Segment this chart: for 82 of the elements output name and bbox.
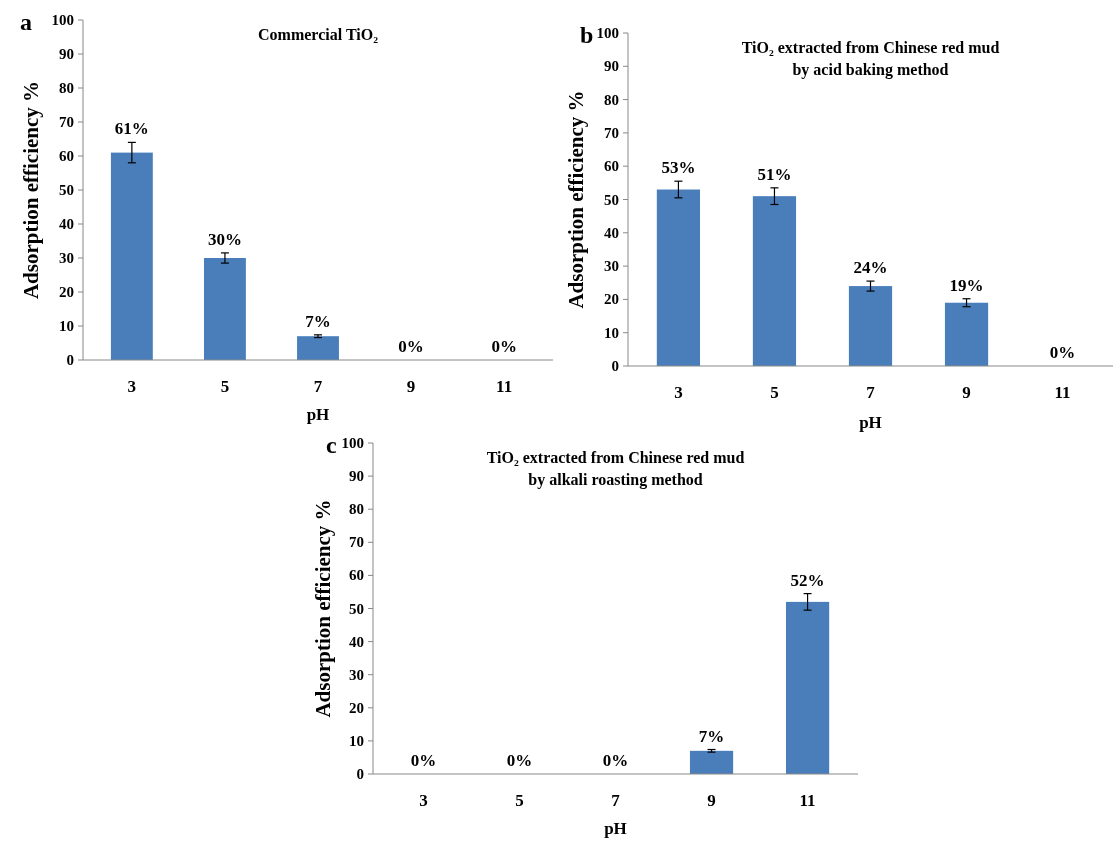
y-tick-label: 70 [59,114,74,130]
y-axis-title: Adsorption efficiency % [19,80,43,300]
y-tick-label: 90 [59,46,74,62]
y-tick-label: 0 [66,352,74,368]
y-tick-label: 30 [604,258,619,275]
bar [656,189,701,366]
y-tick-label: 60 [59,148,74,164]
x-tick-label: 7 [313,377,323,396]
text: c [326,432,337,458]
x-tick-label: 9 [406,377,416,396]
data-label: 7% [698,726,725,746]
data-label: 19% [949,275,984,295]
bar [110,152,153,360]
y-tick-label: 100 [596,25,619,41]
y-tick-label: 70 [604,124,619,141]
text: TiO₂ extracted from Chinese red mud by acid baking method [741,39,1000,79]
y-tick-label: 50 [604,191,619,208]
x-tick-label: 3 [127,377,137,396]
x-tick-label: 7 [866,383,876,402]
y-axis-title: Adsorption efficiency % [311,499,335,718]
y-tick-label: 50 [349,600,364,617]
x-tick-label: 3 [674,383,683,402]
y-tick-label: 0 [611,358,619,374]
y-tick-label: 100 [341,435,364,451]
bar [203,258,246,360]
x-tick-label: 5 [220,377,230,396]
text: a [20,9,32,35]
data-label: 24% [853,258,888,278]
data-label: 51% [757,164,792,184]
x-axis-title: pH [306,405,330,424]
x-tick-label: 11 [1054,383,1071,402]
x-tick-label: 9 [962,383,971,402]
y-tick-label: 50 [59,182,74,198]
y-tick-label: 40 [349,633,364,650]
data-label: 0% [410,751,437,770]
y-tick-label: 90 [349,468,364,485]
y-tick-label: 80 [59,80,74,96]
y-tick-label: 60 [349,567,364,584]
bar [848,286,893,366]
y-tick-label: 40 [59,216,74,232]
data-label: 52% [790,570,825,590]
data-label: 0% [491,337,517,356]
x-axis-title: pH [859,413,882,432]
y-tick-label: 20 [59,284,74,300]
bar [752,196,797,366]
x-tick-label: 11 [496,377,513,396]
x-tick-label: 7 [611,791,621,810]
y-tick-label: 10 [604,324,619,341]
y-tick-label: 10 [59,318,74,334]
y-axis-title: Adsorption efficiency % [564,90,588,309]
x-tick-label: 11 [799,791,816,810]
y-tick-label: 90 [604,58,619,75]
bar [297,336,339,360]
text: TiO₂ extracted from Chinese red mud by alkali roasting method [486,449,745,489]
data-label: 53% [661,158,696,178]
y-tick-label: 30 [349,666,364,683]
y-tick-label: 20 [349,699,364,716]
y-tick-label: 40 [604,224,619,241]
x-tick-label: 5 [770,383,779,402]
x-tick-label: 9 [707,791,716,810]
data-label: 30% [207,229,242,249]
chart-title: Commercial TiO₂ [258,26,379,43]
y-tick-label: 60 [604,158,619,175]
x-tick-label: 3 [419,791,428,810]
data-label: 0% [398,337,424,356]
y-tick-label: 10 [349,732,364,749]
data-label: 61% [114,119,149,139]
text: b [580,22,594,48]
y-tick-label: 80 [349,501,364,518]
data-label: 0% [1049,343,1076,362]
y-tick-label: 100 [51,12,74,28]
y-tick-label: 30 [59,250,74,266]
data-label: 7% [305,311,331,331]
bar [944,302,989,366]
y-tick-label: 70 [349,534,364,551]
data-label: 0% [602,751,629,770]
y-tick-label: 80 [604,91,619,108]
x-tick-label: 5 [515,791,524,810]
y-tick-label: 20 [604,291,619,308]
x-axis-title: pH [604,819,627,838]
data-label: 0% [506,751,533,770]
y-tick-label: 0 [356,766,364,782]
